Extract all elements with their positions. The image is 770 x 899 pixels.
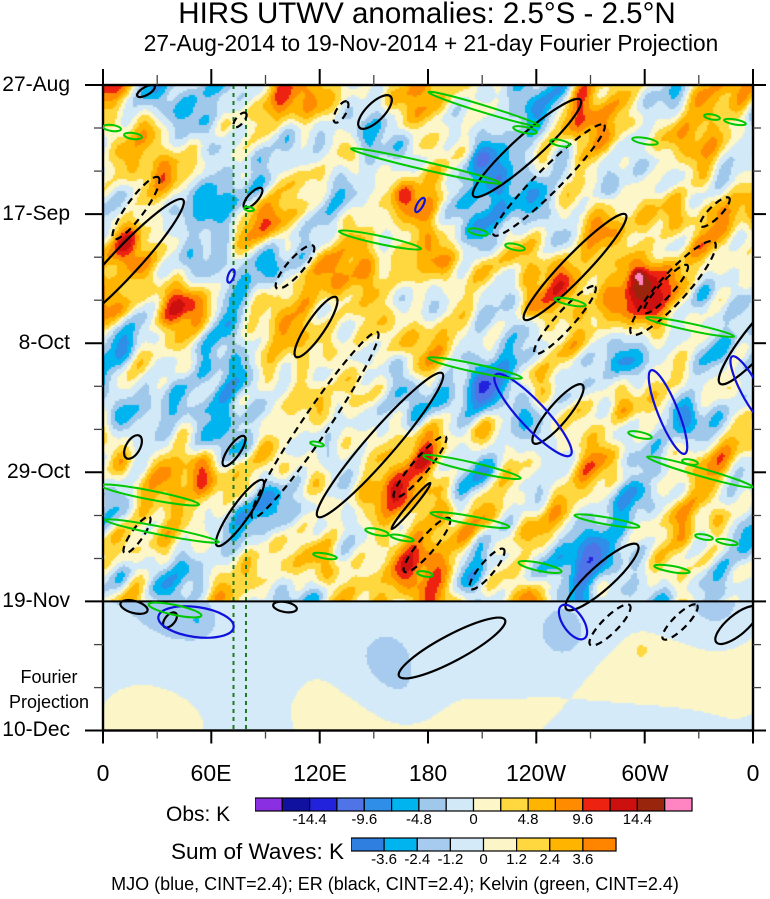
svg-text:0: 0 — [469, 811, 477, 827]
svg-text:-1.2: -1.2 — [437, 851, 463, 867]
svg-text:-14.4: -14.4 — [292, 811, 326, 827]
svg-text:-9.6: -9.6 — [351, 811, 377, 827]
svg-text:-4.8: -4.8 — [406, 811, 432, 827]
svg-text:2.4: 2.4 — [539, 851, 560, 867]
svg-text:-3.6: -3.6 — [371, 851, 397, 867]
svg-text:9.6: 9.6 — [572, 811, 593, 827]
svg-text:1.2: 1.2 — [506, 851, 527, 867]
svg-text:0: 0 — [479, 851, 487, 867]
svg-text:3.6: 3.6 — [572, 851, 593, 867]
svg-text:4.8: 4.8 — [518, 811, 539, 827]
svg-text:14.4: 14.4 — [623, 811, 652, 827]
svg-text:-2.4: -2.4 — [404, 851, 430, 867]
